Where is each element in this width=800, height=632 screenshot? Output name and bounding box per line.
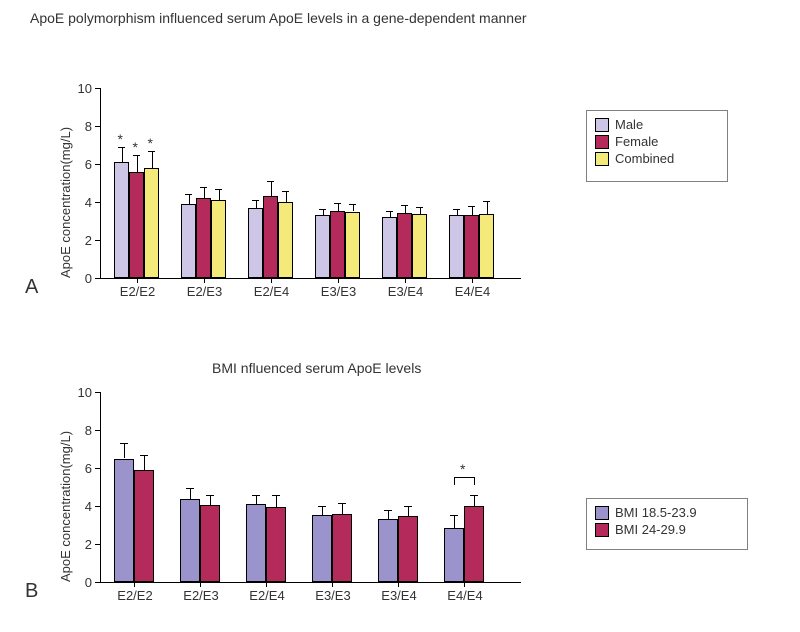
chart-b-x-tick-label: E4/E4	[440, 588, 490, 603]
legend-swatch-icon	[595, 506, 609, 520]
chart-b-bar	[134, 470, 154, 582]
chart-b-error-bar	[190, 488, 191, 499]
chart-b-error-cap	[120, 443, 128, 444]
chart-b-legend-item: BMI 18.5-23.9	[595, 505, 739, 520]
chart-b-x-tick	[266, 582, 267, 587]
chart-b-x-tick	[464, 582, 465, 587]
chart-b-x-tick-label: E2/E2	[110, 588, 160, 603]
chart-b-bar	[200, 505, 220, 582]
chart-b-bar	[312, 515, 332, 582]
chart-b-y-tick	[95, 468, 100, 469]
legend-swatch-icon	[595, 523, 609, 537]
chart-b-bar	[180, 499, 200, 582]
chart-b-y-tick	[95, 430, 100, 431]
chart-b-bar	[464, 506, 484, 582]
chart-b-error-bar	[474, 495, 475, 506]
chart-b-bar	[246, 504, 266, 582]
chart-b-y-tick	[95, 506, 100, 507]
chart-b-x-tick	[134, 582, 135, 587]
chart-b-y-tick-label: 8	[85, 423, 92, 438]
chart-b-x-tick-label: E3/E4	[374, 588, 424, 603]
chart-b-error-cap	[450, 515, 458, 516]
figure-page: ApoE polymorphism influenced serum ApoE …	[0, 0, 800, 632]
chart-b-error-cap	[384, 510, 392, 511]
chart-b-error-bar	[342, 503, 343, 513]
legend-label: BMI 18.5-23.9	[615, 505, 697, 520]
chart-b-bracket	[474, 477, 475, 485]
chart-b-error-cap	[140, 455, 148, 456]
chart-b-bar	[266, 507, 286, 582]
chart-b-bar	[332, 514, 352, 582]
chart-b-error-bar	[124, 443, 125, 458]
chart-b-error-bar	[322, 506, 323, 515]
chart-b-error-cap	[404, 506, 412, 507]
chart-b-y-tick	[95, 544, 100, 545]
chart-b-x-tick	[332, 582, 333, 587]
chart-b-error-bar	[454, 515, 455, 528]
chart-b-y-tick-label: 4	[85, 499, 92, 514]
chart-b-bracket	[454, 477, 474, 478]
chart-b-bracket	[454, 477, 455, 485]
chart-b-error-cap	[186, 488, 194, 489]
chart-b-error-cap	[318, 506, 326, 507]
chart-b-bar	[378, 519, 398, 582]
chart-b-error-bar	[210, 495, 211, 505]
chart-b-x-tick	[200, 582, 201, 587]
chart-b-y-tick	[95, 392, 100, 393]
chart-b-legend-box: BMI 18.5-23.9 BMI 24-29.9	[586, 498, 748, 550]
chart-b-y-tick-label: 0	[85, 575, 92, 590]
chart-b-error-cap	[272, 495, 280, 496]
chart-b-error-bar	[408, 506, 409, 516]
chart-b-error-bar	[276, 495, 277, 507]
chart-b-bar	[114, 459, 134, 583]
chart-b-y-tick	[95, 582, 100, 583]
chart-b-legend-item: BMI 24-29.9	[595, 522, 739, 537]
chart-b-error-bar	[144, 455, 145, 470]
chart-b-x-tick	[398, 582, 399, 587]
chart-b-x-tick-label: E3/E3	[308, 588, 358, 603]
chart-b-x-tick-label: E2/E3	[176, 588, 226, 603]
chart-b-error-bar	[388, 510, 389, 520]
chart-b-y-tick-label: 6	[85, 461, 92, 476]
chart-b-x-tick-label: E2/E4	[242, 588, 292, 603]
legend-label: BMI 24-29.9	[615, 522, 686, 537]
chart-b-y-tick-label: 2	[85, 537, 92, 552]
chart-b-error-bar	[256, 495, 257, 505]
chart-b-y-tick-label: 10	[78, 385, 92, 400]
chart-b-error-cap	[470, 495, 478, 496]
chart-b-error-cap	[252, 495, 260, 496]
chart-b-bar	[444, 528, 464, 582]
chart-b-error-cap	[338, 503, 346, 504]
chart-b-error-cap	[206, 495, 214, 496]
chart-b-bracket-star: *	[460, 461, 465, 477]
chart-b-bar	[398, 516, 418, 583]
